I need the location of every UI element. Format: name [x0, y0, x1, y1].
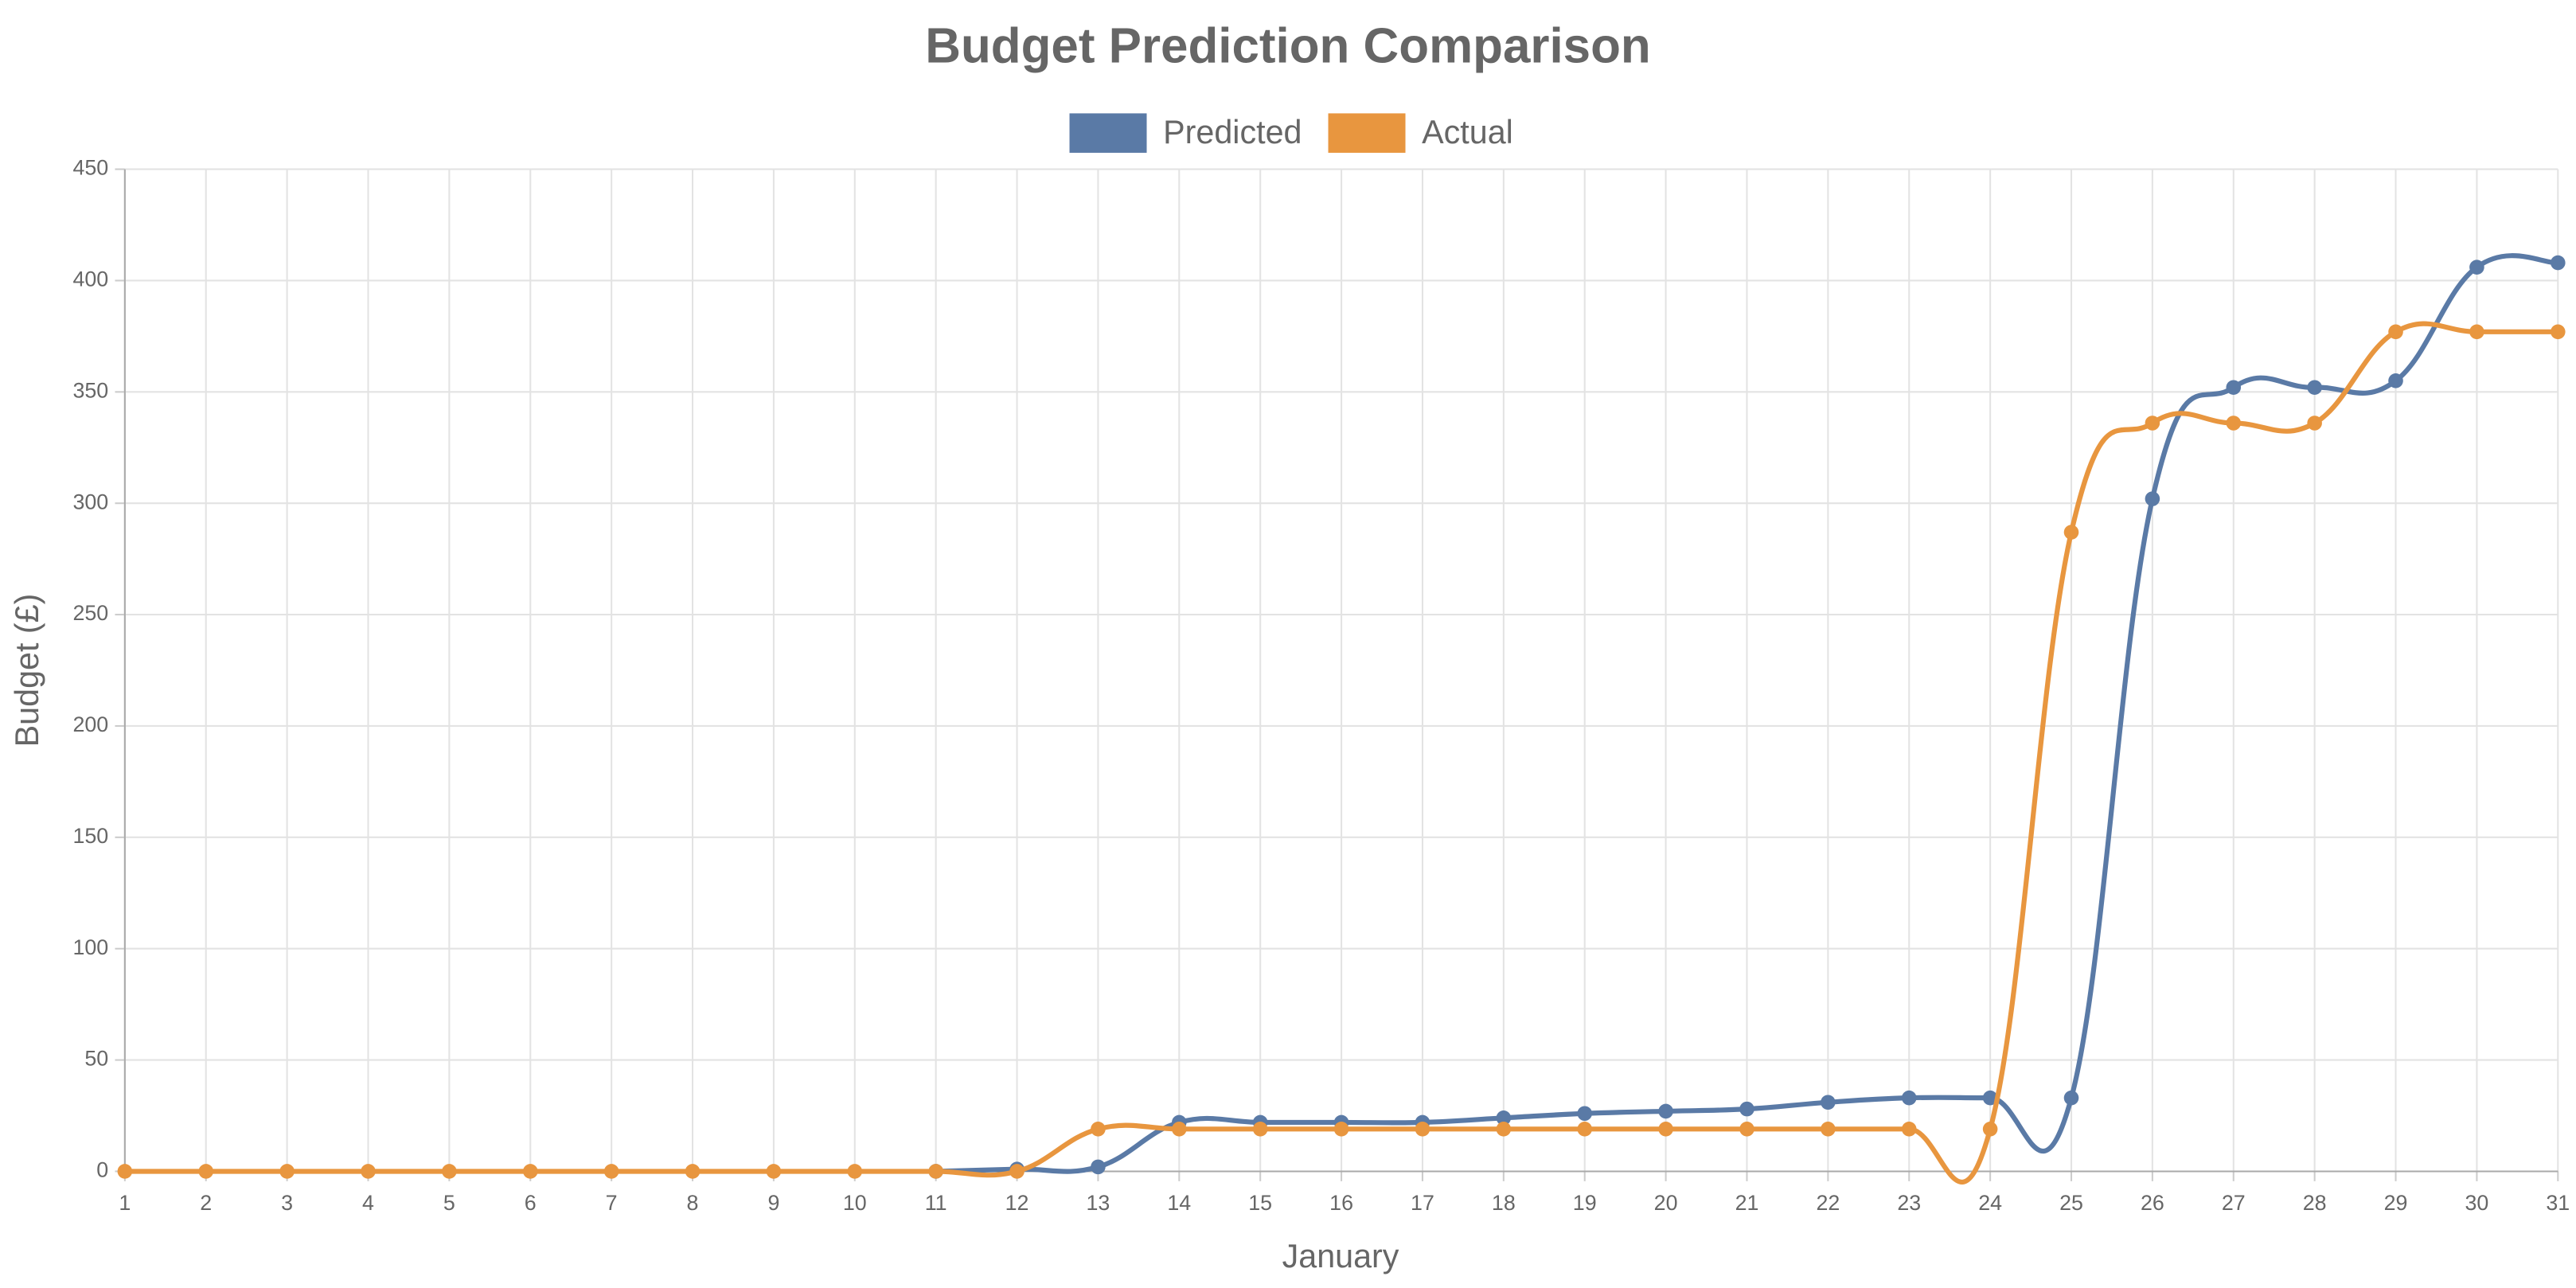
data-point: [2388, 324, 2403, 340]
y-tick-label: 200: [72, 712, 108, 736]
data-point: [1496, 1110, 1512, 1126]
x-tick-label: 23: [1897, 1191, 1921, 1215]
x-tick-label: 5: [443, 1191, 455, 1215]
data-point: [279, 1164, 295, 1179]
x-tick-label: 21: [1735, 1191, 1759, 1215]
data-point: [1252, 1122, 1268, 1137]
y-tick-label: 100: [72, 935, 108, 959]
x-tick-label: 10: [843, 1191, 867, 1215]
data-point: [1091, 1122, 1106, 1137]
data-point: [1658, 1103, 1673, 1119]
y-tick-label: 150: [72, 824, 108, 848]
data-point: [2145, 491, 2160, 506]
x-tick-label: 25: [2059, 1191, 2083, 1215]
data-point: [1821, 1122, 1836, 1137]
x-tick-label: 17: [1411, 1191, 1434, 1215]
data-point: [1415, 1122, 1430, 1137]
data-point: [1901, 1122, 1917, 1137]
data-point: [766, 1164, 782, 1179]
data-point: [117, 1164, 133, 1179]
data-point: [1577, 1122, 1593, 1137]
y-tick-label: 0: [96, 1158, 108, 1182]
data-point: [1739, 1122, 1754, 1137]
data-point: [1091, 1159, 1106, 1175]
data-point: [1658, 1122, 1673, 1137]
x-tick-label: 31: [2546, 1191, 2570, 1215]
data-point: [2469, 260, 2484, 275]
data-point: [522, 1164, 538, 1179]
data-point: [1172, 1122, 1187, 1137]
x-tick-label: 8: [687, 1191, 699, 1215]
x-tick-label: 20: [1654, 1191, 1678, 1215]
data-point: [2551, 324, 2566, 340]
data-point: [198, 1164, 214, 1179]
y-axis-label: Budget (£): [9, 594, 45, 747]
x-axis-label: January: [1282, 1238, 1399, 1274]
x-tick-label: 3: [281, 1191, 293, 1215]
data-point: [2307, 416, 2322, 431]
legend-label: Actual: [1422, 114, 1513, 150]
data-point: [685, 1164, 701, 1179]
legend-swatch: [1328, 113, 1406, 153]
x-tick-label: 12: [1005, 1191, 1029, 1215]
x-tick-label: 11: [925, 1191, 947, 1215]
series-line: [124, 321, 2558, 1185]
data-point: [1982, 1122, 1998, 1137]
x-tick-label: 15: [1248, 1191, 1272, 1215]
y-tick-label: 50: [84, 1047, 108, 1071]
data-point: [1009, 1164, 1025, 1179]
data-point: [1901, 1090, 1917, 1106]
x-tick-label: 7: [606, 1191, 618, 1215]
x-tick-label: 19: [1573, 1191, 1597, 1215]
x-tick-label: 28: [2303, 1191, 2327, 1215]
data-point: [1496, 1122, 1512, 1137]
data-point: [2145, 416, 2160, 431]
x-tick-label: 9: [767, 1191, 779, 1215]
data-point: [442, 1164, 457, 1179]
y-tick-label: 450: [72, 156, 108, 180]
x-tick-label: 27: [2222, 1191, 2246, 1215]
x-tick-label: 29: [2384, 1191, 2408, 1215]
y-tick-label: 250: [72, 601, 108, 625]
data-point: [1333, 1122, 1349, 1137]
series-line: [935, 253, 2558, 1174]
x-tick-label: 4: [362, 1191, 374, 1215]
x-tick-label: 26: [2141, 1191, 2164, 1215]
data-point: [2063, 525, 2079, 540]
data-point: [928, 1164, 943, 1179]
data-point: [361, 1164, 376, 1179]
data-point: [2226, 416, 2242, 431]
x-tick-label: 18: [1492, 1191, 1516, 1215]
legend-swatch: [1069, 113, 1147, 153]
x-tick-label: 1: [119, 1191, 131, 1215]
data-point: [1739, 1101, 1754, 1117]
x-tick-label: 13: [1087, 1191, 1110, 1215]
data-point: [1982, 1090, 1998, 1106]
x-tick-label: 30: [2465, 1191, 2489, 1215]
data-point: [2469, 324, 2484, 340]
chart-title: Budget Prediction Comparison: [925, 18, 1650, 73]
y-tick-label: 300: [72, 490, 108, 513]
legend-label: Predicted: [1163, 114, 1302, 150]
data-point: [2551, 255, 2566, 271]
data-point: [2388, 373, 2403, 388]
x-tick-label: 14: [1167, 1191, 1191, 1215]
x-tick-label: 6: [525, 1191, 537, 1215]
x-tick-label: 22: [1816, 1191, 1840, 1215]
data-point: [603, 1164, 619, 1179]
y-tick-label: 400: [72, 267, 108, 291]
data-point: [847, 1164, 863, 1179]
data-point: [2226, 380, 2242, 396]
x-tick-label: 24: [1978, 1191, 2002, 1215]
y-tick-label: 350: [72, 378, 108, 402]
data-point: [1821, 1095, 1836, 1110]
data-point: [2063, 1090, 2079, 1106]
x-tick-label: 2: [200, 1191, 212, 1215]
data-point: [1577, 1106, 1593, 1122]
data-point: [2307, 380, 2322, 396]
x-tick-label: 16: [1329, 1191, 1353, 1215]
